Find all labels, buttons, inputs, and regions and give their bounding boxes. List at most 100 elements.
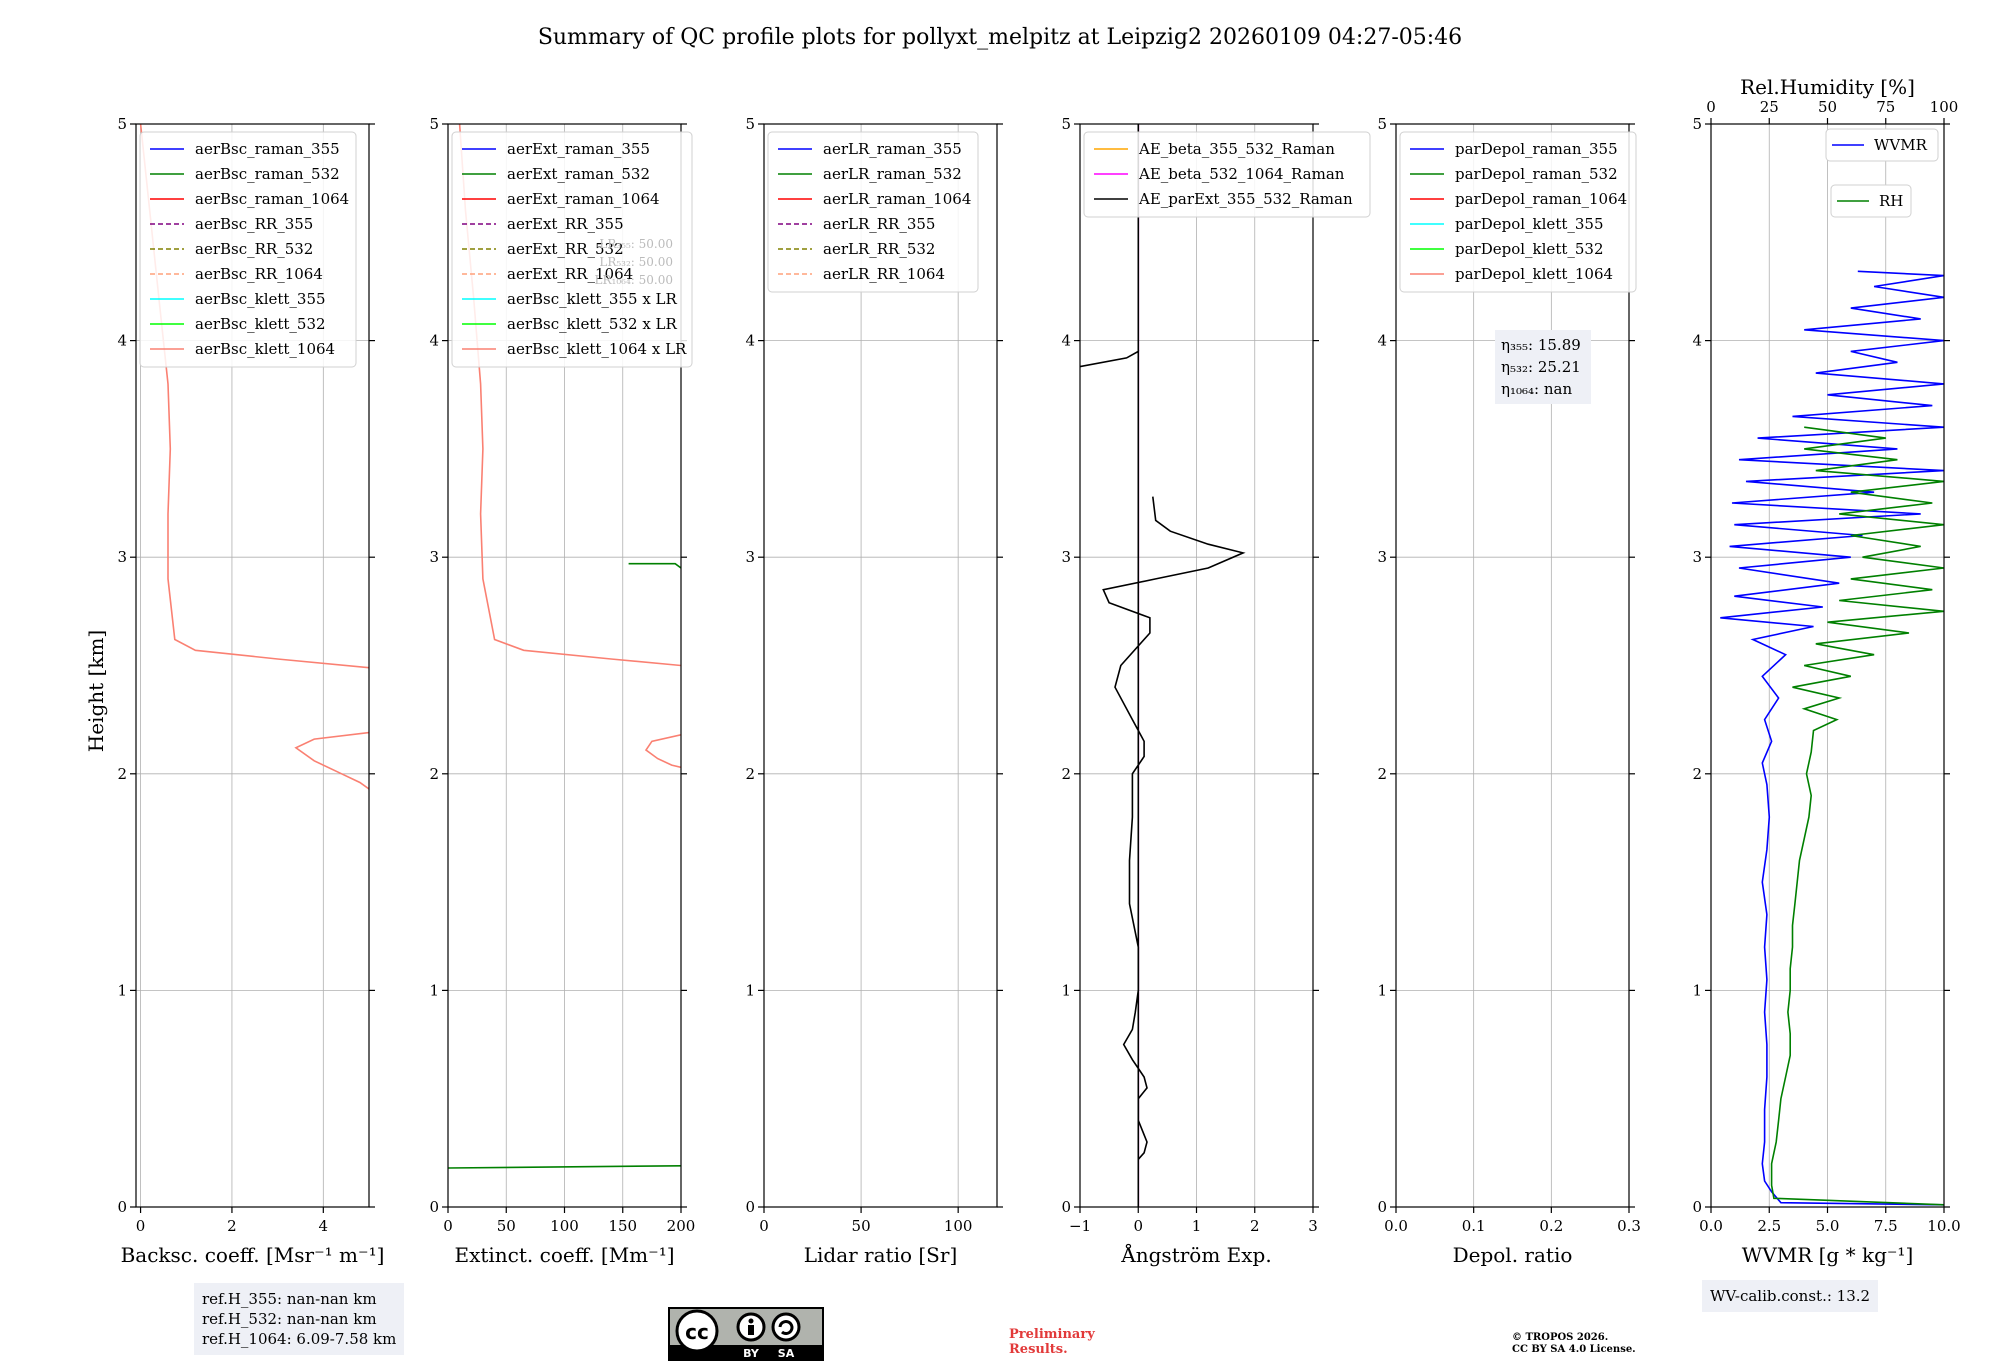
y-axis-label: Height [km] <box>84 630 108 752</box>
y-tick-label: 4 <box>1061 332 1071 350</box>
y-tick-label: 4 <box>745 332 755 350</box>
copyright-line-2: CC BY SA 4.0 License. <box>1512 1344 1636 1355</box>
ref-height-532: ref.H_532: nan-nan km <box>202 1310 377 1328</box>
y-tick-label: 3 <box>1692 548 1702 566</box>
legend-label: aerExt_RR_1064 <box>507 265 633 283</box>
legend-label: aerExt_RR_355 <box>507 215 624 233</box>
y-tick-label: 2 <box>1377 765 1387 783</box>
x-tick-label: 0 <box>759 1217 769 1235</box>
y-tick-label: 1 <box>1377 981 1387 999</box>
cc-license-badge: cc BY SA <box>668 1307 824 1361</box>
eta-box <box>1495 330 1591 404</box>
y-tick-label: 3 <box>429 548 439 566</box>
copyright-note: © TROPOS 2026. CC BY SA 4.0 License. <box>1512 1332 1636 1356</box>
series-line-wvmr-0 <box>1720 270 1944 1206</box>
preliminary-line-2: Results. <box>1009 1342 1068 1357</box>
legend-label: aerBsc_klett_532 x LR <box>507 315 678 333</box>
eta-label: η₅₃₂: 25.21 <box>1501 358 1581 376</box>
legend-label: aerBsc_RR_1064 <box>195 265 323 283</box>
y-tick-label: 4 <box>429 332 439 350</box>
wv-calibration-box: WV-calib.const.: 13.2 <box>1702 1280 1879 1312</box>
cc-circle-icon <box>675 1309 719 1353</box>
legend-box <box>1830 184 1912 218</box>
preliminary-results-note: Preliminary Results. <box>1009 1327 1095 1357</box>
x-tick-label: 1 <box>1192 1217 1202 1235</box>
y-tick-label: 2 <box>1692 765 1702 783</box>
x-tick-label: −1 <box>1069 1217 1091 1235</box>
axes-frame <box>763 123 998 1208</box>
eta-label: η₁₀₆₄: nan <box>1501 380 1572 398</box>
top-x-tick-label: 50 <box>1818 98 1837 116</box>
sa-label: SA <box>778 1347 795 1359</box>
x-tick-label: 0.1 <box>1462 1217 1486 1235</box>
axes-frame <box>1395 123 1630 1208</box>
x-tick-label: 10.0 <box>1927 1217 1960 1235</box>
x-tick-label: 100 <box>944 1217 973 1235</box>
legend-box <box>767 131 979 293</box>
legend-label: AE_parExt_355_532_Raman <box>1138 190 1353 208</box>
x-tick-label: 0.0 <box>1384 1217 1408 1235</box>
series-line-aerext-raman-532-2 <box>448 1165 681 1169</box>
y-tick-label: 1 <box>117 981 127 999</box>
x-tick-label: 0 <box>136 1217 146 1235</box>
y-tick-label: 0 <box>117 1198 127 1216</box>
x-tick-label: 0.0 <box>1699 1217 1723 1235</box>
legend-label: aerBsc_raman_532 <box>195 165 340 183</box>
x-tick-label: 0.2 <box>1539 1217 1563 1235</box>
legend-box <box>1083 131 1371 218</box>
y-tick-label: 3 <box>1377 548 1387 566</box>
legend-box <box>139 131 357 368</box>
legend-label: aerLR_RR_1064 <box>823 265 945 283</box>
x-tick-label: 50 <box>852 1217 871 1235</box>
legend-label: AE_beta_532_1064_Raman <box>1138 165 1345 183</box>
y-tick-label: 3 <box>1061 548 1071 566</box>
x-tick-label: 2.5 <box>1757 1217 1781 1235</box>
ref-height-355: ref.H_355: nan-nan km <box>202 1290 377 1308</box>
series-line-rh-1 <box>1770 426 1944 1206</box>
legend-box <box>1825 128 1939 162</box>
legend-label: aerBsc_raman_1064 <box>195 190 349 208</box>
x-tick-label: 0.3 <box>1617 1217 1641 1235</box>
x-axis-label: Extinct. coeff. [Mm⁻¹] <box>454 1243 674 1267</box>
x-tick-label: 0 <box>1133 1217 1143 1235</box>
panel-depolarization: 0 1 2 3 4 5 0.0 0.1 0.2 0.3 Depol. ratio parDepol_r… <box>1377 115 1640 1267</box>
legend-label: parDepol_raman_532 <box>1455 165 1618 183</box>
x-axis-label: Depol. ratio <box>1453 1243 1573 1267</box>
x-tick-label: 4 <box>319 1217 329 1235</box>
preliminary-line-1: Preliminary <box>1009 1327 1095 1342</box>
x-tick-label: 150 <box>608 1217 637 1235</box>
legend-label: aerBsc_RR_532 <box>195 240 313 258</box>
y-tick-label: 3 <box>117 548 127 566</box>
y-tick-label: 1 <box>429 981 439 999</box>
y-tick-label: 5 <box>1692 115 1702 133</box>
figure-title: Summary of QC profile plots for pollyxt_… <box>538 25 1462 50</box>
series-group <box>1720 270 1944 1206</box>
x-tick-label: 5.0 <box>1816 1217 1840 1235</box>
y-tick-label: 0 <box>1377 1198 1387 1216</box>
legend-label: aerBsc_klett_355 <box>195 290 326 308</box>
series-line-ae-parext-355-532-raman-3 <box>1102 496 1246 1160</box>
y-tick-label: 1 <box>1692 981 1702 999</box>
eta-label: η₃₅₅: 15.89 <box>1501 336 1581 354</box>
x-axis-label: WVMR [g * kg⁻¹] <box>1742 1243 1914 1267</box>
legend-label: aerBsc_klett_532 <box>195 315 326 333</box>
y-tick-label: 1 <box>745 981 755 999</box>
legend-label: aerExt_raman_532 <box>507 165 650 183</box>
legend-label: aerExt_RR_532 <box>507 240 624 258</box>
series-line-ae-parext-355-532-raman-1 <box>1080 350 1140 1207</box>
legend-label: aerBsc_RR_355 <box>195 215 313 233</box>
x-axis-label: Lidar ratio [Sr] <box>804 1243 958 1267</box>
legend-label: aerBsc_klett_1064 <box>195 340 335 358</box>
legend-label: aerLR_raman_1064 <box>823 190 971 208</box>
legend-label: aerLR_raman_355 <box>823 140 962 158</box>
x-axis-label: Ångström Exp. <box>1120 1242 1271 1267</box>
x-tick-label: 2 <box>1250 1217 1260 1235</box>
top-x-tick-label: 75 <box>1876 98 1895 116</box>
legend-label: aerExt_raman_355 <box>507 140 650 158</box>
top-x-tick-label: 100 <box>1930 98 1959 116</box>
y-tick-label: 3 <box>745 548 755 566</box>
